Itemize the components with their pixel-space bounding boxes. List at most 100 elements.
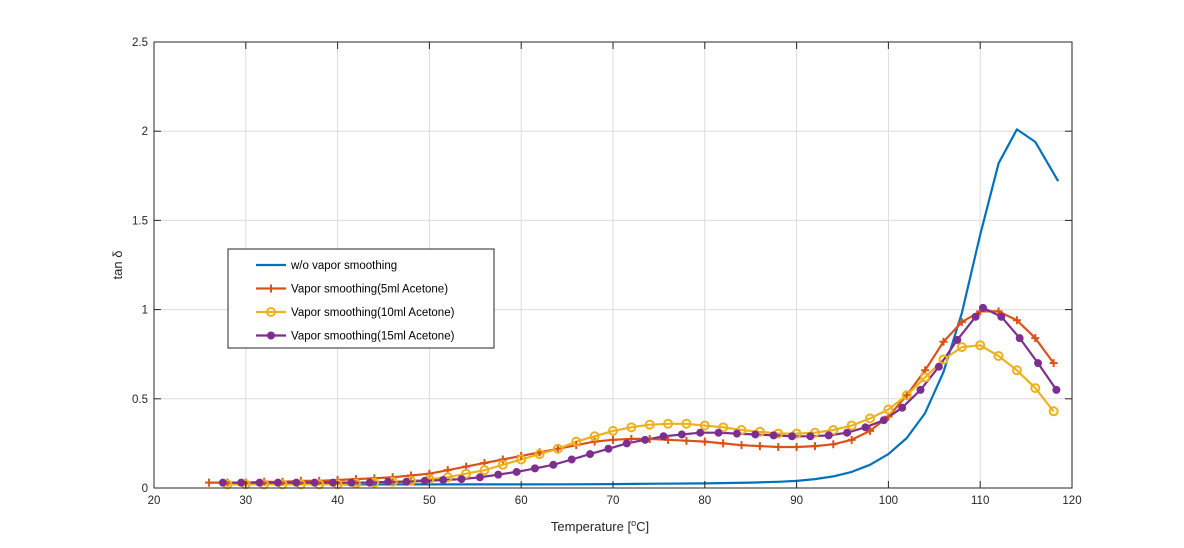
x-tick-label: 30 [239, 495, 252, 507]
data-point-s1 [682, 436, 691, 445]
data-point-s3 [457, 475, 466, 484]
data-point-s3 [1015, 334, 1024, 343]
data-point-s3 [843, 428, 852, 437]
data-point-s3 [978, 303, 987, 312]
data-point-s3 [696, 428, 705, 437]
data-point-s2 [534, 449, 545, 460]
data-point-s2 [883, 404, 894, 415]
data-point-s3 [237, 478, 246, 487]
data-point-s2 [626, 422, 637, 433]
data-point-s3 [732, 429, 741, 438]
data-point-s1 [627, 434, 636, 443]
data-point-s1 [1049, 359, 1058, 368]
data-point-s3 [347, 478, 356, 487]
data-point-s1 [810, 442, 819, 451]
data-point-s2 [497, 459, 508, 470]
data-point-s3 [1052, 385, 1061, 394]
y-tick-label: 2.5 [132, 37, 148, 49]
data-point-s3 [971, 312, 980, 321]
data-point-s3 [788, 432, 797, 441]
legend-marker-2 [266, 307, 276, 317]
x-tick-label: 60 [515, 495, 528, 507]
data-point-s1 [755, 442, 764, 451]
data-point-s3 [604, 444, 613, 453]
legend-marker-1 [267, 284, 275, 293]
data-point-s1 [553, 444, 562, 453]
data-point-s3 [824, 431, 833, 440]
data-point-s2 [461, 468, 472, 479]
data-point-s1 [774, 442, 783, 451]
data-point-s2 [681, 418, 692, 429]
data-point-s3 [953, 335, 962, 344]
data-point-s3 [255, 478, 264, 487]
data-point-s3 [1034, 359, 1043, 368]
data-point-s3 [934, 362, 943, 371]
ticks [153, 41, 1073, 489]
x-tick-label: 40 [331, 495, 344, 507]
x-tick-label: 90 [790, 495, 803, 507]
data-point-s1 [957, 318, 966, 327]
data-point-s2 [1030, 383, 1041, 394]
data-point-s2 [993, 350, 1004, 361]
data-point-s3 [997, 312, 1006, 321]
data-point-s3 [329, 478, 338, 487]
y-tick-label: 1.5 [132, 215, 148, 227]
x-tick-label: 120 [1062, 495, 1081, 507]
data-point-s3 [402, 477, 411, 486]
data-point-s1 [425, 469, 434, 478]
data-point-s3 [218, 478, 227, 487]
data-point-s1 [866, 426, 875, 435]
data-point-s3 [622, 439, 631, 448]
data-point-s1 [939, 337, 948, 346]
legend: w/o vapor smoothing Vapor smoothing(5ml A… [227, 248, 495, 349]
data-point-s1 [205, 478, 214, 487]
data-point-s1 [1012, 316, 1021, 325]
y-axis-label: tan δ [110, 251, 125, 280]
data-point-s1 [590, 437, 599, 446]
data-point-s3 [641, 435, 650, 444]
data-point-s3 [494, 470, 503, 479]
data-point-s2 [718, 422, 729, 433]
data-point-s1 [902, 391, 911, 400]
y-tick-label: 1 [142, 305, 148, 317]
data-point-s2 [589, 431, 600, 442]
data-point-s2 [828, 425, 839, 436]
data-point-s3 [751, 430, 760, 439]
x-axis-label-sup: o [631, 518, 636, 528]
data-point-s1 [1031, 334, 1040, 343]
data-point-s2 [699, 420, 710, 431]
data-point-s2 [552, 443, 563, 454]
data-point-s3 [273, 478, 282, 487]
data-point-s2 [479, 465, 490, 476]
data-point-s3 [549, 460, 558, 469]
data-point-s2 [901, 390, 912, 401]
legend-label-0: w/o vapor smoothing [290, 260, 397, 272]
x-axis-label: Temperature [oC] [551, 518, 649, 534]
data-point-s1 [737, 441, 746, 450]
data-point-s3 [861, 423, 870, 432]
data-point-s1 [792, 442, 801, 451]
data-point-s3 [879, 416, 888, 425]
data-point-s2 [956, 342, 967, 353]
data-point-s3 [310, 478, 319, 487]
data-point-s2 [1048, 406, 1059, 417]
data-point-s1 [609, 435, 617, 444]
data-point-s3 [292, 478, 301, 487]
data-point-s2 [846, 420, 857, 431]
data-point-s3 [365, 478, 374, 487]
y-tick-label: 2 [142, 126, 148, 138]
data-point-s3 [475, 473, 484, 482]
data-point-s3 [769, 431, 778, 440]
data-point-s3 [530, 464, 539, 473]
x-tick-label: 100 [879, 495, 898, 507]
data-point-s1 [847, 435, 856, 444]
data-point-s3 [898, 403, 907, 412]
data-point-s2 [663, 418, 674, 429]
data-point-s3 [420, 476, 429, 485]
x-tick-label: 50 [423, 495, 436, 507]
data-point-s2 [975, 340, 986, 351]
legend-marker-3 [267, 331, 275, 340]
data-point-s2 [920, 372, 931, 383]
data-point-s1 [700, 437, 709, 446]
